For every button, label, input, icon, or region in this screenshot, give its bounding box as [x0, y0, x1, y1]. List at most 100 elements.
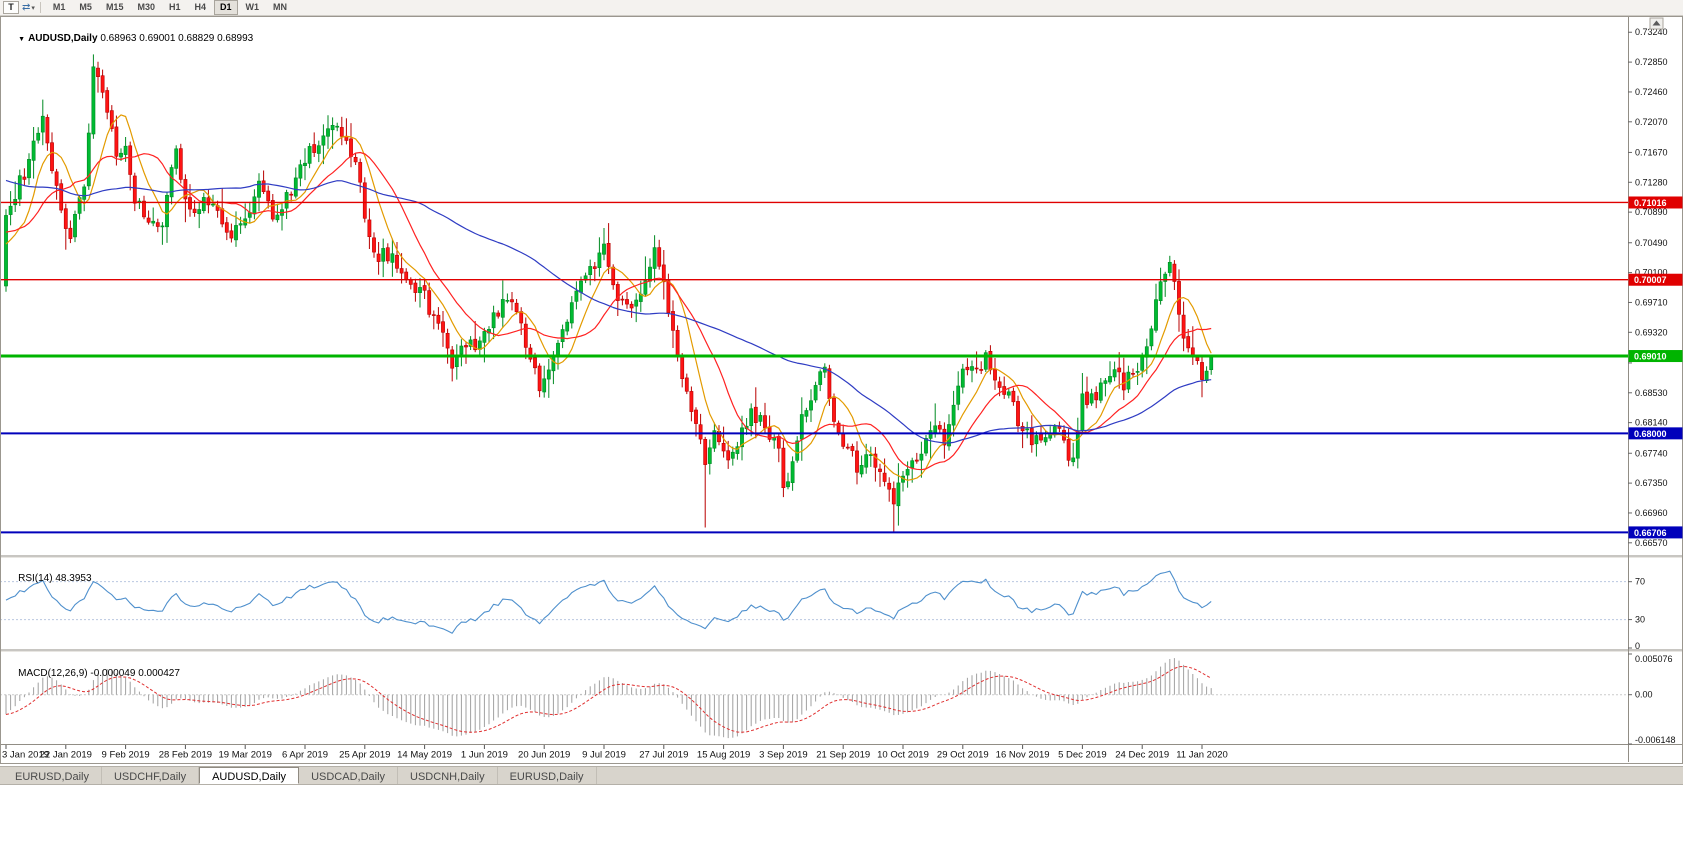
ma-fast — [5, 114, 1212, 481]
tab-2-audusd-daily[interactable]: AUDUSD,Daily — [199, 767, 300, 784]
price-axis-label: 0.73240 — [1635, 27, 1668, 37]
candle-up — [919, 453, 924, 461]
candle-down — [997, 381, 1002, 388]
chart-window: 0.73240 0.72850 0.72460 0.72070 0.71670 0.712… — [0, 16, 1683, 764]
time-axis[interactable] — [0, 745, 1628, 762]
price-chart[interactable]: 0.73240 0.72850 0.72460 0.72070 0.71670 0.712… — [0, 16, 1683, 764]
candle-up — [298, 164, 303, 179]
date-label: 9 Feb 2019 — [102, 750, 150, 761]
hline-price-label: 0.69010 — [1634, 352, 1667, 362]
scroll-up-button[interactable] — [1649, 17, 1664, 30]
timeframe-mn[interactable]: MN — [273, 2, 288, 12]
hline-price-label: 0.66706 — [1634, 528, 1667, 538]
candle-up — [1135, 371, 1140, 373]
toolbar-separator — [39, 2, 41, 13]
candle-down — [850, 446, 855, 451]
price-axis[interactable] — [1628, 16, 1683, 762]
candle-down — [206, 197, 211, 206]
chart-ohlc-values: 0.68963 0.69001 0.68829 0.68993 — [100, 33, 254, 44]
candle-up — [326, 128, 330, 137]
candle-down — [436, 314, 441, 324]
candle-up — [197, 209, 202, 214]
candle-up — [786, 481, 790, 488]
date-label: 22 Jan 2019 — [40, 750, 92, 761]
tab-4-usdcnh-daily[interactable]: USDCNH,Daily — [398, 767, 498, 784]
candle-down — [395, 254, 399, 269]
candle-down — [523, 323, 528, 348]
candle-up — [1167, 262, 1172, 273]
tab-3-usdcad-daily[interactable]: USDCAD,Daily — [299, 767, 399, 784]
tab-0-eurusd-daily[interactable]: EURUSD,Daily — [3, 767, 102, 784]
candle-up — [293, 177, 298, 197]
candle-up — [956, 385, 961, 405]
candle-down — [514, 302, 519, 313]
timeframe-m15[interactable]: M15 — [105, 2, 124, 12]
chart-tab-bar: EURUSD,Daily USDCHF,Daily AUDUSD,Daily USDC… — [0, 766, 1683, 785]
candle-down — [1131, 372, 1135, 375]
candle-up — [201, 197, 206, 211]
candle-up — [174, 148, 179, 169]
hline-price-label: 0.68000 — [1634, 429, 1667, 439]
timeframe-d1[interactable]: D1 — [214, 0, 238, 15]
date-label: 24 Dec 2019 — [1115, 750, 1169, 761]
candle-down — [1016, 401, 1020, 427]
date-label: 5 Dec 2019 — [1058, 750, 1107, 761]
candle-up — [758, 415, 763, 422]
candle-up — [303, 162, 307, 166]
date-label: 6 Apr 2019 — [282, 750, 328, 761]
macd-histogram — [5, 658, 1212, 739]
timeframe-h4[interactable]: H4 — [194, 2, 206, 12]
chart-plot-area[interactable] — [0, 16, 1628, 556]
candle-up — [588, 266, 593, 275]
candle-down — [464, 345, 468, 348]
timeframe-m30[interactable]: M30 — [137, 2, 155, 12]
date-label: 29 Oct 2019 — [937, 750, 989, 761]
macd-signal-line — [5, 665, 1212, 733]
candle-down — [132, 175, 137, 204]
candle-down — [942, 428, 947, 446]
text-tool-button[interactable]: T — [3, 1, 19, 14]
candle-up — [790, 461, 795, 484]
timeframe-m1[interactable]: M1 — [52, 2, 66, 12]
candle-up — [905, 469, 910, 476]
candle-down — [620, 298, 625, 301]
candle-up — [1043, 437, 1048, 443]
timeframe-w1[interactable]: W1 — [245, 2, 260, 12]
candle-down — [114, 126, 119, 157]
tab-5-eurusd-daily[interactable]: EURUSD,Daily — [498, 767, 597, 784]
candle-up — [151, 220, 156, 224]
candle-down — [694, 409, 698, 424]
candle-down — [266, 190, 271, 202]
candle-down — [100, 75, 105, 93]
candle-down — [1181, 314, 1186, 339]
candle-down — [358, 162, 363, 183]
macd-axis-label: -0.006148 — [1635, 735, 1676, 745]
tab-1-usdchf-daily[interactable]: USDCHF,Daily — [102, 767, 200, 784]
cursor-tool-button[interactable]: ⇄ ▾ — [22, 2, 35, 13]
candle-down — [615, 284, 620, 301]
candle-up — [749, 408, 754, 427]
candle-up — [928, 430, 933, 439]
candle-up — [924, 438, 928, 454]
candle-up — [933, 425, 938, 433]
candle-down — [450, 349, 455, 369]
candle-down — [726, 450, 731, 461]
timeframe-m5[interactable]: M5 — [79, 2, 92, 12]
candle-up — [123, 145, 128, 155]
candle-up — [330, 125, 335, 131]
candle-down — [109, 110, 114, 129]
candle-down — [974, 367, 979, 370]
candle-up — [36, 132, 41, 141]
candle-down — [289, 193, 294, 196]
candle-down — [1117, 367, 1122, 373]
candle-down — [698, 424, 703, 440]
date-label: 25 Apr 2019 — [339, 750, 390, 761]
timeframe-h1[interactable]: H1 — [168, 2, 181, 12]
candle-up — [1034, 435, 1039, 445]
macd-values: -0.000049 0.000427 — [90, 668, 180, 679]
candle-down — [353, 157, 358, 163]
candle-down — [671, 311, 675, 331]
candle-up — [73, 214, 77, 238]
candle-down — [629, 303, 634, 309]
collapse-icon[interactable]: ▼ — [18, 36, 26, 43]
